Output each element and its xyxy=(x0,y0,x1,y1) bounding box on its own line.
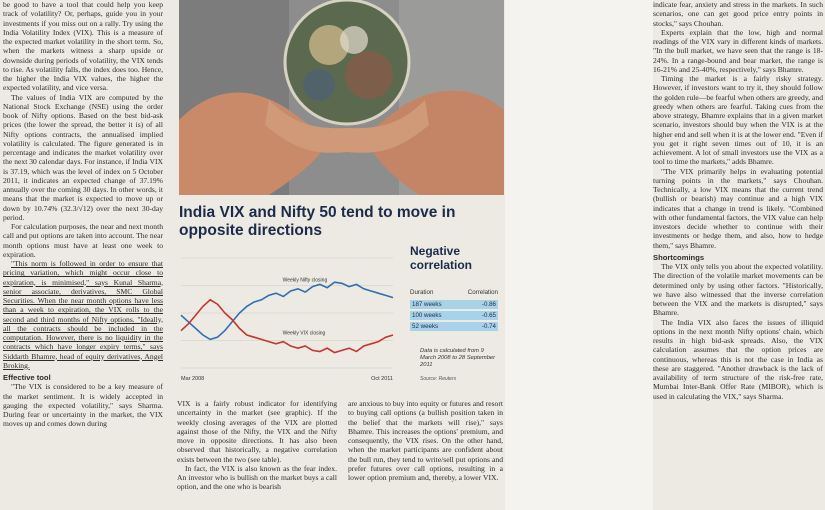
table-row: 187 weeks -0.86 xyxy=(410,300,498,309)
paragraph: "The VIX primarily helps in evaluating p… xyxy=(653,166,823,250)
duration-cell: 52 weeks xyxy=(412,323,439,330)
paragraph: Experts explain that the low, high and n… xyxy=(653,27,823,74)
duration-cell: 100 weeks xyxy=(412,312,442,319)
table-row: 52 weeks -0.74 xyxy=(410,322,498,331)
column-header-duration: Duration xyxy=(410,289,434,296)
paragraph: indicate fear, anxiety and stress in the… xyxy=(653,0,823,28)
series-label-vix: Weekly VIX closing xyxy=(283,330,326,336)
column-header-correlation: Correlation xyxy=(467,289,498,296)
correlation-table: Duration Correlation 187 weeks -0.86 100… xyxy=(410,289,498,331)
chart-title: India VIX and Nifty 50 tend to move in o… xyxy=(179,204,456,239)
hands-holding-globe-icon xyxy=(179,0,504,195)
article-column-mid-2: are anxious to buy into equity or future… xyxy=(348,399,503,510)
series-line-vix xyxy=(180,298,394,354)
paragraph-highlighted: "This norm is followed in order to ensur… xyxy=(3,259,163,370)
paragraph: VIX is a fairly robust indicator for ide… xyxy=(177,399,337,464)
paragraph: "The VIX is considered to be a key measu… xyxy=(3,382,163,429)
correlation-table-header: Duration Correlation xyxy=(410,289,498,298)
subhead-effective-tool: Effective tool xyxy=(3,373,51,382)
paragraph: In fact, the VIX is also known as the fe… xyxy=(177,463,337,492)
source-credit: Source: Reuters xyxy=(420,376,457,382)
paragraph: are anxious to buy into equity or future… xyxy=(348,399,503,482)
subhead-shortcomings: Shortcomings xyxy=(653,252,705,262)
x-tick-label-start: Mar 2008 xyxy=(181,376,204,382)
vix-nifty-chart: India VIX and Nifty 50 tend to move in o… xyxy=(177,200,503,390)
article-column-mid-1: VIX is a fairly robust indicator for ide… xyxy=(177,399,337,510)
blank-margin xyxy=(505,0,653,510)
article-column-right: indicate fear, anxiety and stress in the… xyxy=(653,0,823,510)
correlation-cell: -0.86 xyxy=(481,301,496,308)
x-tick-label-end: Oct 2011 xyxy=(371,376,393,382)
photo-hands-globe xyxy=(179,0,504,195)
series-line-nifty xyxy=(180,281,394,341)
table-row: 100 weeks -0.65 xyxy=(410,311,498,320)
paragraph: The values of India VIX are computed by … xyxy=(3,92,163,222)
paragraph: Timing the market is a fairly risky stra… xyxy=(653,74,823,167)
article-column-left: be good to have a tool that could help y… xyxy=(3,0,163,510)
duration-cell: 187 weeks xyxy=(412,301,442,308)
paragraph: The VIX only tells you about the expecte… xyxy=(653,262,823,318)
correlation-cell: -0.74 xyxy=(481,323,496,330)
paragraph: For calculation purposes, the near and n… xyxy=(3,222,163,259)
correlation-title: Negative correlation xyxy=(410,244,473,272)
paragraph: be good to have a tool that could help y… xyxy=(3,0,163,93)
paragraph: The India VIX also faces the issues of i… xyxy=(653,317,823,401)
line-chart-plot: Mar 2008 Oct 2011 Weekly Nifty closing W… xyxy=(180,257,394,382)
data-note: Data is calculated from 9 March 2008 to … xyxy=(420,348,496,368)
correlation-cell: -0.65 xyxy=(481,312,496,319)
series-label-nifty: Weekly Nifty closing xyxy=(283,278,328,284)
